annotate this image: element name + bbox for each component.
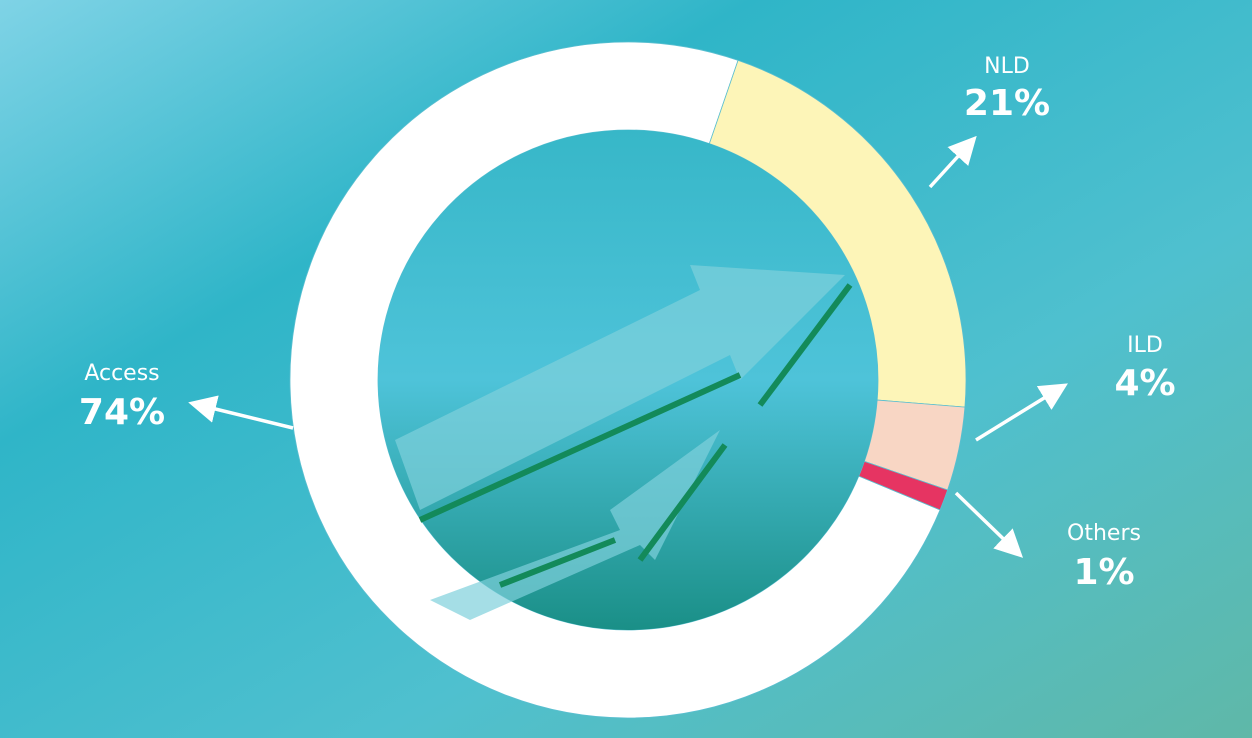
value-label: 21%	[964, 83, 1050, 124]
category-label: Others	[1067, 521, 1141, 546]
value-label: 74%	[79, 392, 165, 433]
inner-image	[378, 130, 878, 630]
value-label: 4%	[1114, 363, 1175, 404]
category-label: ILD	[1127, 333, 1163, 358]
category-label: Access	[84, 361, 159, 386]
donut	[289, 41, 967, 719]
category-label: NLD	[984, 54, 1030, 79]
value-label: 1%	[1073, 552, 1134, 593]
leader-arrows	[188, 135, 1068, 558]
